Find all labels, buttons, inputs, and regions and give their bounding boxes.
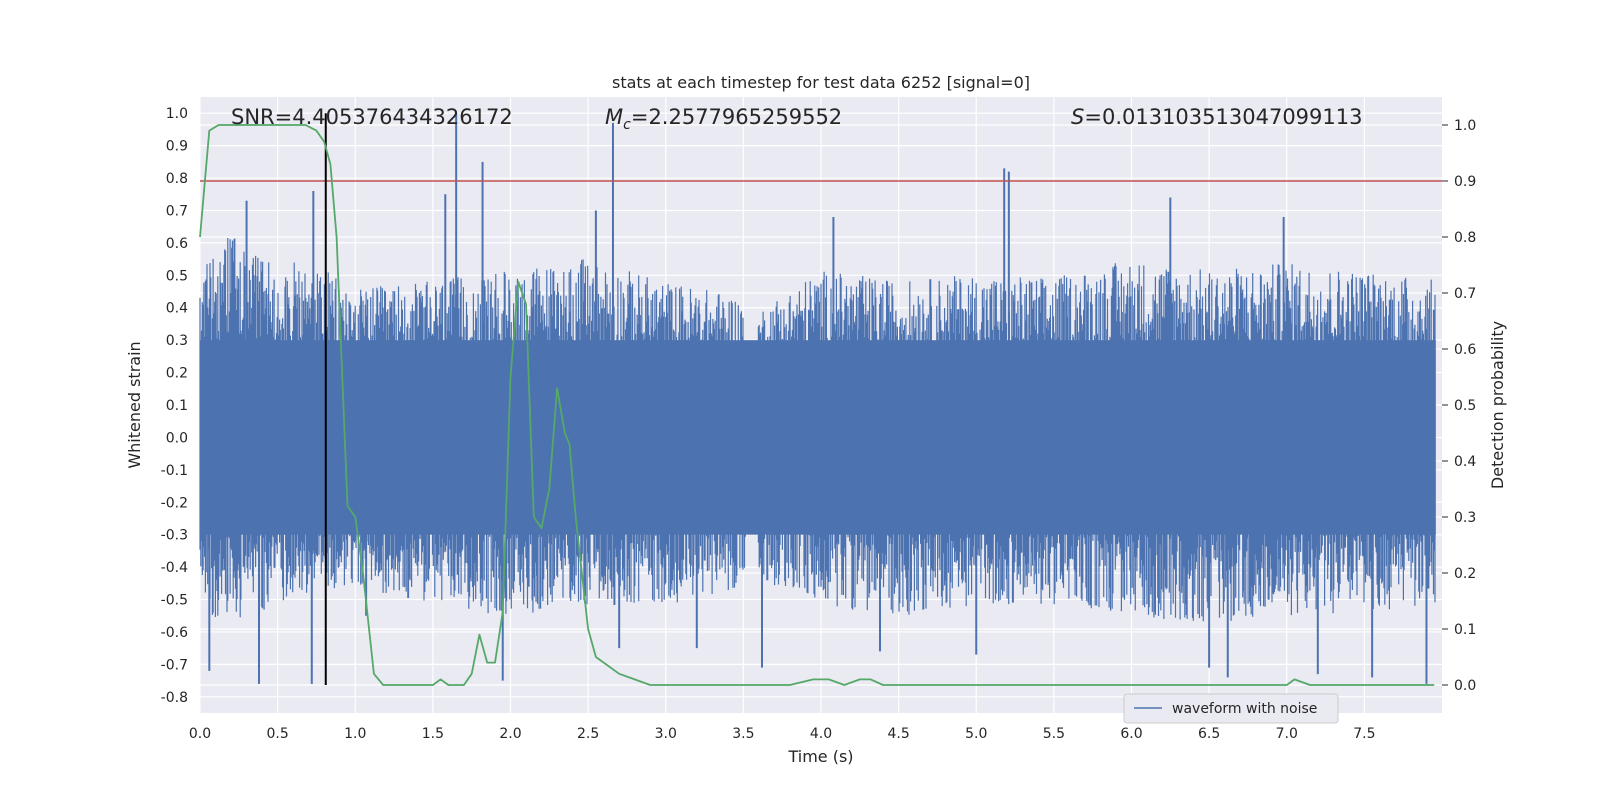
- overlay-lines: [200, 113, 1442, 685]
- x-tick-label: 4.0: [810, 726, 832, 742]
- x-tick-label: 3.5: [732, 726, 754, 742]
- x-tick-label: 3.0: [655, 726, 677, 742]
- x-tick-label: 2.0: [499, 726, 521, 742]
- waveform-core: [200, 340, 1436, 535]
- x-tick-label: 2.5: [577, 726, 599, 742]
- y2-tick-label: 0.1: [1454, 622, 1476, 638]
- x-axis-label: Time (s): [787, 747, 853, 766]
- legend-entry: waveform with noise: [1172, 701, 1317, 717]
- x-tick-label: 4.5: [887, 726, 909, 742]
- x-tick-label: 5.5: [1043, 726, 1065, 742]
- y-tick-label: 0.7: [166, 203, 188, 219]
- y-tick-label: 0.0: [166, 430, 188, 446]
- y-tick-label: -0.3: [161, 528, 188, 544]
- y2-tick-label: 0.0: [1454, 678, 1476, 694]
- y-tick-label: 0.5: [166, 268, 188, 284]
- chart-title: stats at each timestep for test data 625…: [612, 73, 1030, 92]
- y-tick-label: 0.3: [166, 333, 188, 349]
- y2-tick-label: 0.8: [1454, 230, 1476, 246]
- y-axis-label: Whitened strain: [125, 341, 144, 468]
- y2-tick-label: 0.2: [1454, 566, 1476, 582]
- annotation-snr: SNR=4.405376434326172: [231, 105, 513, 129]
- y-tick-label: -0.2: [161, 495, 188, 511]
- probability-line: [199, 124, 1435, 686]
- y2-axis-label: Detection probability: [1488, 321, 1507, 489]
- axes: 0.0 0.5 1.0 1.5 2.0 2.5 3.0 3.5 4.0 4.5 5.0 5.5 6.0 6…: [161, 106, 1477, 742]
- y-tick-label: 0.4: [166, 301, 188, 317]
- x-tick-label: 0.5: [266, 726, 288, 742]
- y2-tick-label: 0.5: [1454, 398, 1476, 414]
- y2-tick-label: 0.9: [1454, 174, 1476, 190]
- x-tick-label: 1.0: [344, 726, 366, 742]
- annotation-mc: Mc=2.2577965259552: [605, 105, 842, 133]
- y2-tick-label: 0.6: [1454, 342, 1476, 358]
- y-tick-label: -0.7: [161, 657, 188, 673]
- y2-tick-label: 0.4: [1454, 454, 1476, 470]
- x-tick-label: 1.5: [422, 726, 444, 742]
- y-tick-label: -0.1: [161, 463, 188, 479]
- legend: waveform with noise: [1123, 693, 1339, 724]
- y2-tick-label: 0.3: [1454, 510, 1476, 526]
- y-tick-label: -0.8: [161, 690, 188, 706]
- y-tick-label: 0.8: [166, 171, 188, 187]
- legend-box: [1123, 693, 1339, 724]
- y2-tick-label: 0.7: [1454, 286, 1476, 302]
- y-tick-label: 0.1: [166, 398, 188, 414]
- x-tick-label: 0.0: [189, 726, 211, 742]
- y2-tick-label: 1.0: [1454, 118, 1476, 134]
- x-tick-label: 6.5: [1198, 726, 1220, 742]
- x-tick-label: 7.5: [1353, 726, 1375, 742]
- y-tick-label: 0.6: [166, 236, 188, 252]
- x-tick-label: 5.0: [965, 726, 987, 742]
- y-tick-label: 0.2: [166, 366, 188, 382]
- x-tick-label: 7.0: [1276, 726, 1298, 742]
- probability-series: [199, 124, 1435, 686]
- y-tick-label: 1.0: [166, 106, 188, 122]
- x-tick-label: 6.0: [1120, 726, 1142, 742]
- y-tick-label: -0.5: [161, 593, 188, 609]
- y-tick-label: 0.9: [166, 139, 188, 155]
- waveform-series: [199, 113, 1436, 684]
- y-tick-label: -0.6: [161, 625, 188, 641]
- y-tick-label: -0.4: [161, 560, 188, 576]
- annotation-s: S=0.013103513047099113: [1071, 105, 1362, 129]
